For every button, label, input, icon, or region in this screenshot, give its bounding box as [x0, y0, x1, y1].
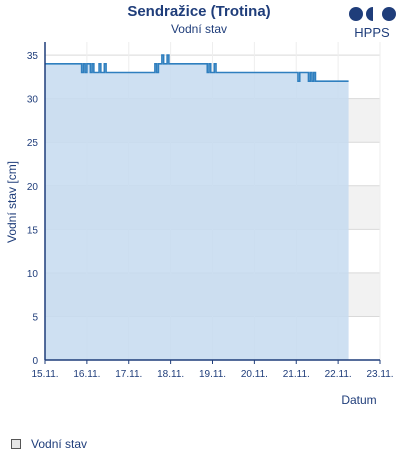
logo-circle-right	[382, 7, 396, 21]
x-tick-label: 15.11.	[31, 369, 58, 380]
logo-half-circle	[366, 7, 373, 21]
legend[interactable]: Vodní stav	[11, 437, 87, 451]
y-tick-label: 25	[27, 138, 39, 149]
y-tick-label: 30	[27, 95, 39, 106]
chart-title: Sendražice (Trotina)	[127, 3, 270, 20]
x-tick-label: 21.11.	[283, 369, 310, 380]
x-tick-label: 18.11.	[157, 369, 184, 380]
y-tick-label: 35	[27, 51, 39, 62]
series-area	[45, 55, 349, 361]
y-tick-labels: 0 5 10 15 20 25 30 35	[27, 51, 39, 367]
x-tick-label: 22.11.	[325, 369, 352, 380]
y-tick-label: 0	[32, 356, 38, 367]
logo-text: HPPS	[354, 25, 390, 40]
x-tick-labels: 15.11. 16.11. 17.11. 18.11. 19.11. 20.11. 21.1…	[31, 369, 393, 380]
y-tick-label: 5	[32, 312, 38, 323]
x-tick-label: 19.11.	[199, 369, 226, 380]
x-tick-label: 20.11.	[241, 369, 268, 380]
hpps-logo: HPPS	[349, 7, 396, 40]
x-tick-label: 17.11.	[115, 369, 142, 380]
series-group	[45, 54, 349, 361]
logo-circle-left	[349, 7, 363, 21]
y-tick-label: 10	[27, 269, 39, 280]
x-tick-label: 16.11.	[73, 369, 100, 380]
y-axis-label: Vodní stav [cm]	[5, 161, 19, 243]
x-tick-label: 23.11.	[366, 369, 393, 380]
legend-swatch	[11, 439, 21, 449]
y-tick-label: 20	[27, 182, 39, 193]
x-axis-label: Datum	[341, 393, 376, 407]
series-line	[45, 54, 349, 83]
legend-label: Vodní stav	[31, 437, 88, 451]
chart-subtitle: Vodní stav	[171, 22, 227, 36]
axes	[44, 42, 381, 364]
y-tick-label: 15	[27, 225, 39, 236]
